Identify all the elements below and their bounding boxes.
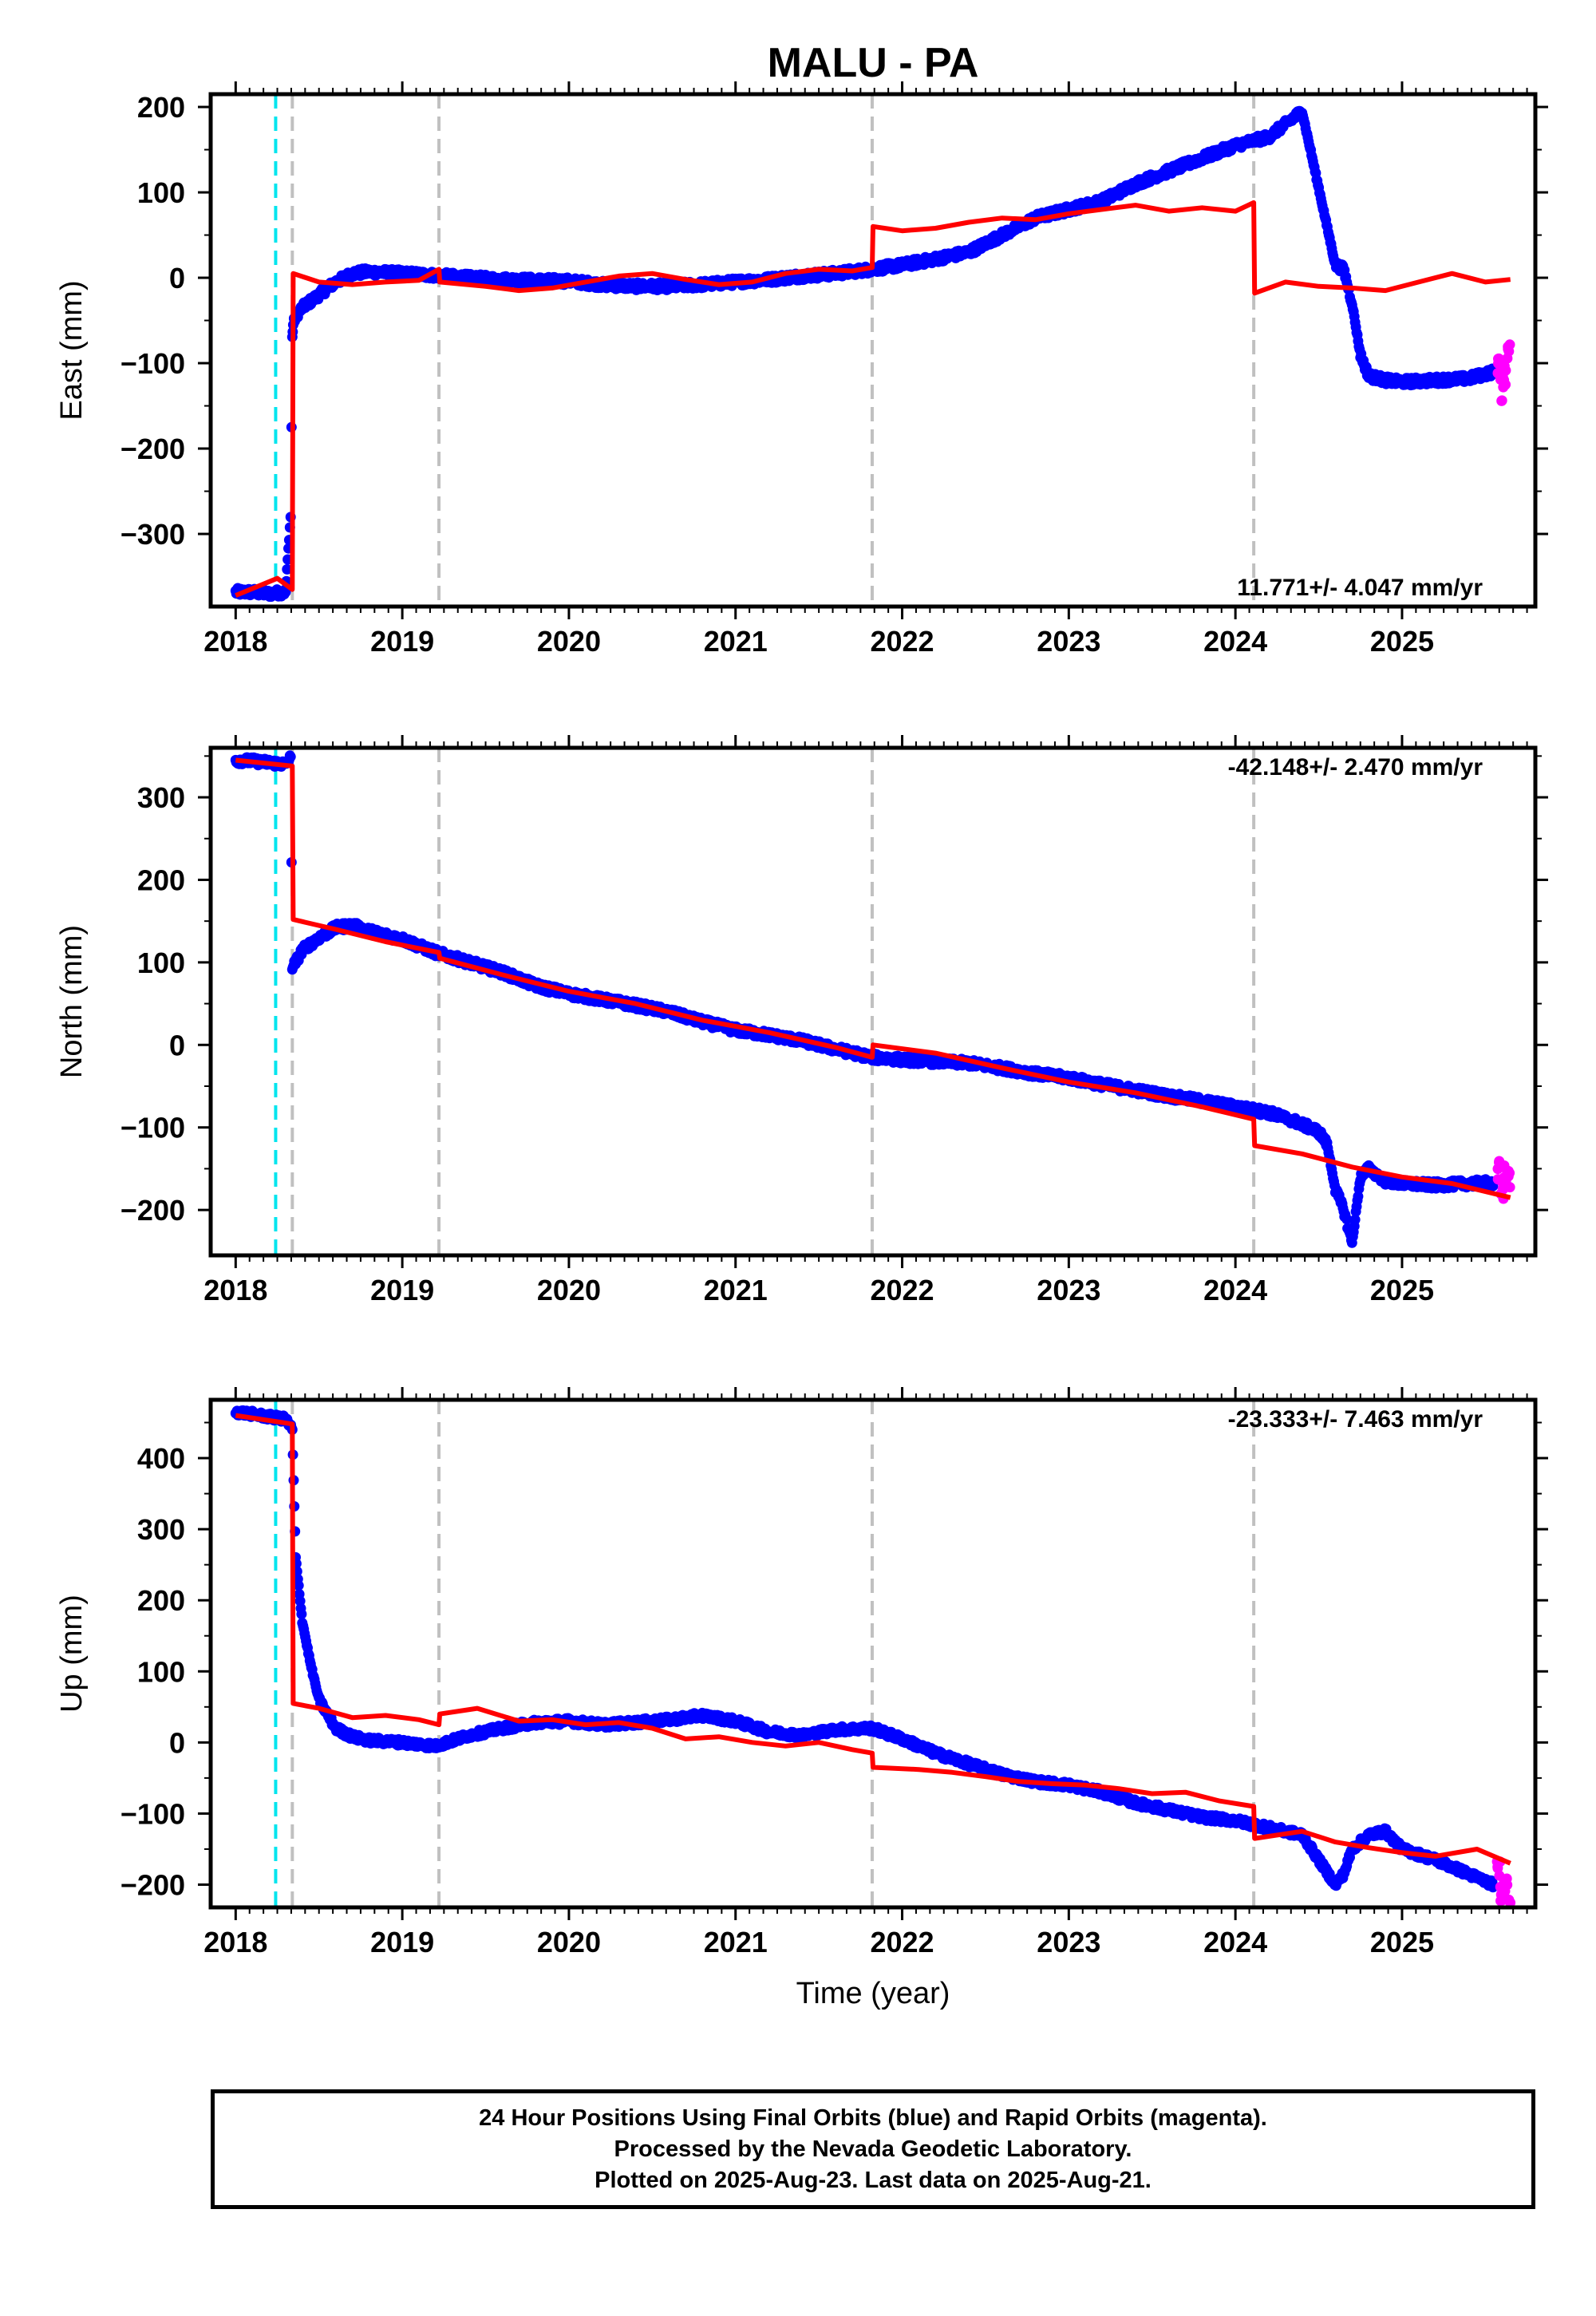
rapid-orbit-point [1499,379,1511,390]
x-tick-label: 2018 [203,1274,267,1306]
y-tick-label: −100 [120,1112,185,1144]
y-tick-label: −100 [120,347,185,380]
y-tick-label: −300 [120,518,185,551]
y-tick-label: −200 [120,1194,185,1227]
x-tick-label: 2022 [870,1274,934,1306]
x-tick-label: 2018 [203,625,267,658]
x-tick-label: 2025 [1370,625,1434,658]
rate-annotation: 11.771+/- 4.047 mm/yr [1237,575,1483,601]
x-tick-label: 2024 [1203,625,1267,658]
y-tick-label: 0 [169,262,185,294]
x-tick-label: 2025 [1370,1274,1434,1306]
rapid-orbit-point [1496,395,1507,406]
y-tick-label: 300 [137,781,185,814]
x-axis: 2018 2019 2020 2021 2022 2023 2024 2025 [203,81,1528,658]
panel-east: 2018 2019 2020 2021 2022 2023 2024 2025 −300 −200… [55,81,1548,658]
final-orbit-point [280,587,291,598]
model-line [235,200,1511,598]
x-tick-label: 2019 [370,625,434,658]
x-tick-label: 2022 [870,625,934,658]
x-tick-label: 2021 [704,1274,768,1306]
final-orbit-point [285,751,296,762]
chart-title: MALU - PA [768,40,979,86]
x-tick-label: 2020 [537,1274,601,1306]
x-tick-label: 2024 [1203,1274,1267,1306]
rate-annotation: -42.148+/- 2.470 mm/yr [1228,754,1483,781]
x-tick-label: 2023 [1037,1274,1100,1306]
plot-area [230,1400,1516,1907]
plot-area [230,94,1515,607]
panel-north: 2018 2019 2020 2021 2022 2023 2024 2025 −200 −100… [55,735,1548,1306]
rapid-orbit-point [1502,353,1513,364]
plot-frame [208,745,1538,1258]
rapid-orbit-point [1504,1182,1515,1193]
y-tick-label: 100 [137,176,185,209]
final-orbit-point [296,1609,307,1619]
plot-frame [208,92,1538,609]
final-orbits-series [230,1405,1499,1893]
x-axis: 2018 2019 2020 2021 2022 2023 2024 2025 [203,735,1528,1306]
x-tick-label: 2023 [1037,625,1100,658]
final-orbit-point [1353,1191,1364,1202]
plot-area [230,748,1515,1255]
y-axis: −300 −200 −100 0 100 200 [120,91,1548,551]
y-axis-label: East (mm) [55,280,89,420]
final-orbit-point [293,1580,304,1591]
y-tick-label: 100 [137,947,185,979]
y-axis-label: North (mm) [55,925,89,1078]
x-tick-label: 2021 [704,625,768,658]
final-orbit-point [282,563,293,575]
panel-up: 2018 2019 2020 2021 2022 2023 2024 2025−200−100… [55,1387,1548,2010]
final-orbits-series [230,105,1499,603]
rapid-orbits-series [1492,339,1515,406]
y-tick-label: −200 [120,433,185,465]
x-tick-label: 2020 [537,625,601,658]
rapid-orbit-point [1504,1168,1515,1179]
rapid-orbit-point [1493,353,1504,364]
rapid-orbit-point [1503,343,1514,354]
model-line [235,757,1511,1200]
x-tick-label: 2019 [370,1274,434,1306]
y-axis: −200 −100 0 100 200 300 [120,755,1548,1227]
final-orbit-point [1341,1214,1353,1225]
final-orbits-series [230,750,1499,1248]
y-tick-label: 200 [137,91,185,124]
y-tick-label: 0 [169,1029,185,1061]
final-orbit-point [1349,1214,1361,1225]
y-tick-label: 200 [137,864,185,896]
